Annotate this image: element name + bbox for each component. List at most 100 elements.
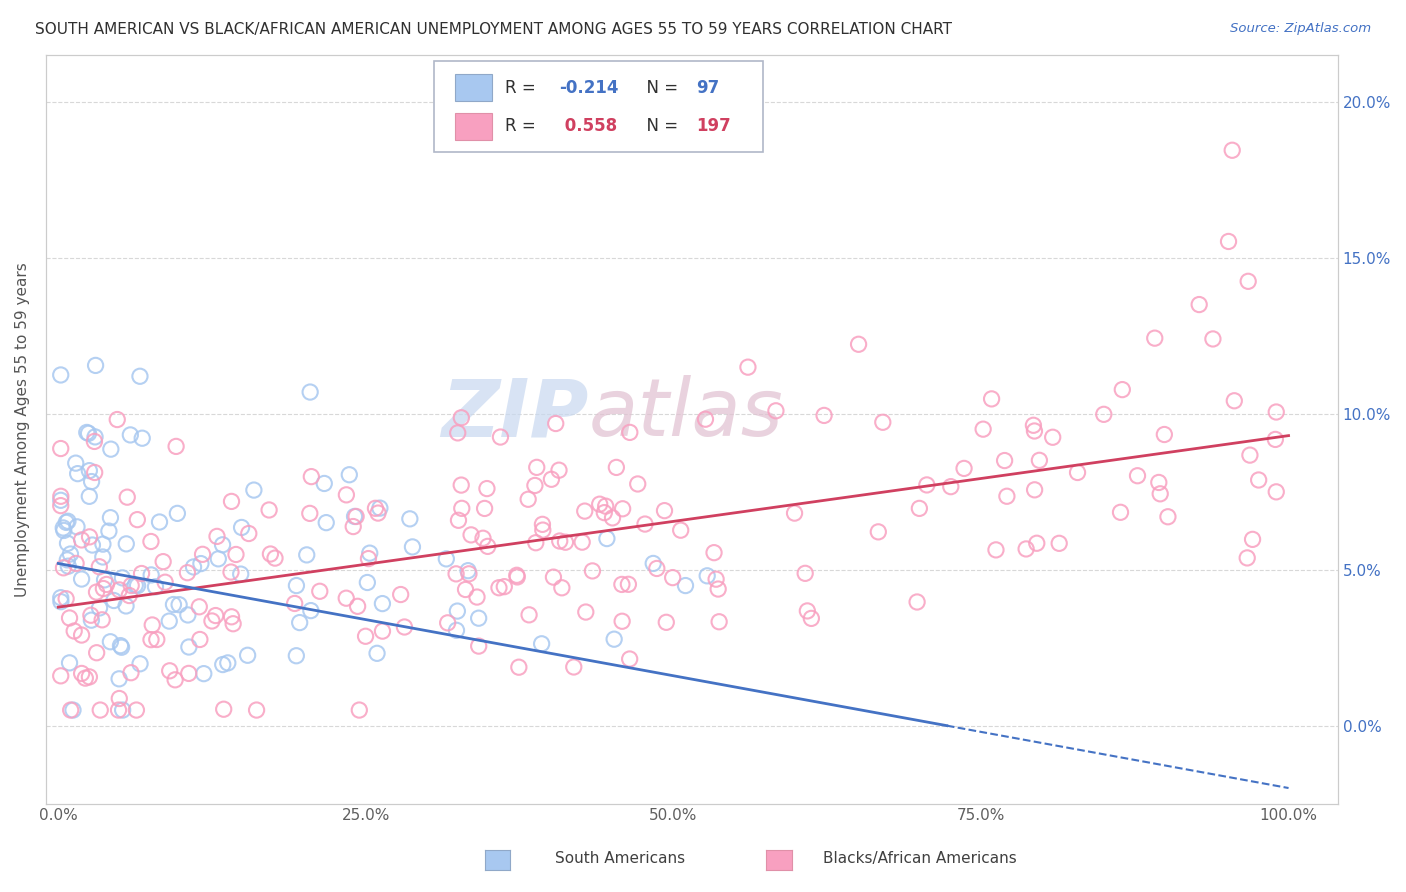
Point xyxy=(548,534,571,549)
Point xyxy=(1149,487,1171,501)
Point xyxy=(100,442,122,457)
Point xyxy=(465,590,488,604)
Point xyxy=(124,578,146,592)
Point xyxy=(190,557,212,571)
Point xyxy=(704,572,727,586)
Point xyxy=(908,501,931,516)
Point xyxy=(257,503,280,517)
Point xyxy=(1202,332,1225,346)
Point xyxy=(1223,393,1246,408)
Point xyxy=(980,392,1002,406)
Point xyxy=(152,555,174,569)
Point xyxy=(446,624,468,638)
Point xyxy=(97,524,120,538)
Text: Blacks/African Americans: Blacks/African Americans xyxy=(823,851,1017,865)
Point xyxy=(82,538,104,552)
Point xyxy=(1047,536,1070,550)
Point xyxy=(100,634,122,648)
Point xyxy=(86,585,108,599)
Point xyxy=(129,369,152,384)
Point xyxy=(243,483,266,497)
Point xyxy=(153,575,176,590)
Point xyxy=(58,656,80,670)
Point xyxy=(188,632,211,647)
Point xyxy=(108,582,131,597)
Point xyxy=(77,426,100,441)
Point xyxy=(111,703,134,717)
Point xyxy=(524,535,547,549)
Point xyxy=(222,616,245,631)
Point xyxy=(145,580,167,594)
Text: R =: R = xyxy=(505,117,540,135)
Point xyxy=(167,598,190,612)
Point xyxy=(1042,430,1064,444)
Point xyxy=(62,703,84,717)
Point xyxy=(56,536,79,550)
Point xyxy=(108,691,131,706)
Point xyxy=(105,412,128,426)
Point xyxy=(80,475,103,489)
Point xyxy=(939,480,962,494)
Point xyxy=(669,523,692,537)
Point xyxy=(367,506,389,520)
Point xyxy=(120,428,142,442)
Point xyxy=(120,578,142,592)
Point xyxy=(813,409,835,423)
Point xyxy=(562,660,585,674)
Point xyxy=(596,532,619,546)
Point xyxy=(308,584,330,599)
Point xyxy=(84,430,107,444)
Point xyxy=(207,551,229,566)
Point xyxy=(1153,427,1175,442)
Point xyxy=(49,499,72,513)
Text: South Americans: South Americans xyxy=(555,851,686,865)
Point xyxy=(517,492,540,507)
Point xyxy=(1022,418,1045,433)
Point xyxy=(335,488,357,502)
Point xyxy=(166,507,188,521)
Point xyxy=(1237,274,1260,288)
Point xyxy=(110,639,132,653)
Point xyxy=(49,595,72,609)
Point xyxy=(231,520,253,534)
Point xyxy=(794,566,817,581)
Point xyxy=(52,561,75,575)
Point xyxy=(474,501,496,516)
Point xyxy=(141,618,163,632)
Point xyxy=(219,565,242,579)
Y-axis label: Unemployment Among Ages 55 to 59 years: Unemployment Among Ages 55 to 59 years xyxy=(15,262,30,597)
Point xyxy=(357,551,380,566)
Point xyxy=(574,504,596,518)
Point xyxy=(467,639,489,653)
Point xyxy=(645,561,668,575)
Point xyxy=(394,620,416,634)
Point xyxy=(91,549,114,564)
Point xyxy=(115,537,138,551)
Point xyxy=(346,599,368,614)
Point xyxy=(141,568,163,582)
Point xyxy=(188,599,211,614)
Text: ZIP: ZIP xyxy=(441,376,589,453)
Point xyxy=(127,513,149,527)
Point xyxy=(1126,468,1149,483)
Point xyxy=(1092,408,1115,422)
Point xyxy=(148,515,170,529)
Point xyxy=(49,669,72,683)
Point xyxy=(96,577,118,591)
Point xyxy=(765,404,787,418)
Point xyxy=(984,542,1007,557)
Point xyxy=(1015,541,1038,556)
Point xyxy=(1143,331,1166,345)
Point xyxy=(56,553,79,567)
Point xyxy=(120,665,142,680)
Point xyxy=(83,466,105,480)
Point xyxy=(79,464,101,478)
Text: 97: 97 xyxy=(696,78,718,96)
Point xyxy=(703,546,725,560)
Point xyxy=(165,673,187,687)
Point xyxy=(299,469,322,483)
Point xyxy=(517,607,540,622)
Point xyxy=(49,493,72,508)
Point xyxy=(264,551,287,566)
Point xyxy=(612,501,634,516)
